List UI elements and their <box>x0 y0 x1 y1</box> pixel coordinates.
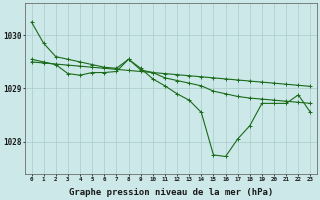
X-axis label: Graphe pression niveau de la mer (hPa): Graphe pression niveau de la mer (hPa) <box>69 188 273 197</box>
